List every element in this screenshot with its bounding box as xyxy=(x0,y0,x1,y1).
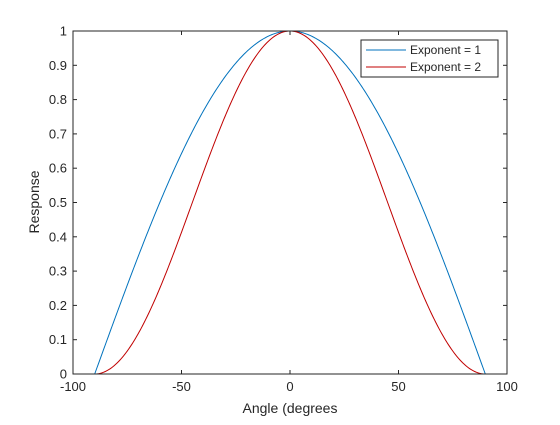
y-axis-label: Response xyxy=(26,170,42,233)
legend: Exponent = 1 Exponent = 2 xyxy=(361,40,498,77)
y-tick-label: 0 xyxy=(60,367,67,382)
x-axis-label: Angle (degrees xyxy=(243,400,338,416)
y-tick-label: 0.6 xyxy=(49,161,67,176)
y-tick-label: 0.9 xyxy=(49,58,67,73)
y-tick-label: 0.2 xyxy=(49,298,67,313)
x-tick-label: 50 xyxy=(391,379,405,394)
plot-area-background xyxy=(73,31,507,374)
y-tick-label: 0.7 xyxy=(49,126,67,141)
y-tick-label: 0.3 xyxy=(49,264,67,279)
x-tick-label: -50 xyxy=(172,379,191,394)
x-tick-label: 0 xyxy=(286,379,293,394)
x-tick-label: 100 xyxy=(496,379,518,394)
legend-label-exponent-2: Exponent = 2 xyxy=(410,60,481,74)
y-tick-label: 0.4 xyxy=(49,229,67,244)
y-tick-label: 0.8 xyxy=(49,92,67,107)
legend-label-exponent-1: Exponent = 1 xyxy=(410,43,481,57)
y-tick-label: 0.5 xyxy=(49,195,67,210)
y-tick-label: 0.1 xyxy=(49,332,67,347)
y-tick-label: 1 xyxy=(60,24,67,39)
